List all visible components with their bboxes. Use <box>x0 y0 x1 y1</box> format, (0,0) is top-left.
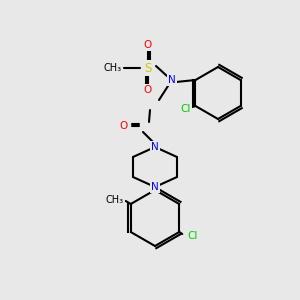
Text: N: N <box>151 182 159 192</box>
Text: S: S <box>144 61 152 74</box>
Text: O: O <box>144 40 152 50</box>
Text: CH₃: CH₃ <box>104 63 122 73</box>
Text: Cl: Cl <box>187 231 197 241</box>
Text: CH₃: CH₃ <box>106 195 124 205</box>
Text: N: N <box>168 75 176 85</box>
Text: O: O <box>144 85 152 95</box>
Text: Cl: Cl <box>180 104 191 114</box>
Text: N: N <box>151 142 159 152</box>
Text: O: O <box>119 121 127 131</box>
